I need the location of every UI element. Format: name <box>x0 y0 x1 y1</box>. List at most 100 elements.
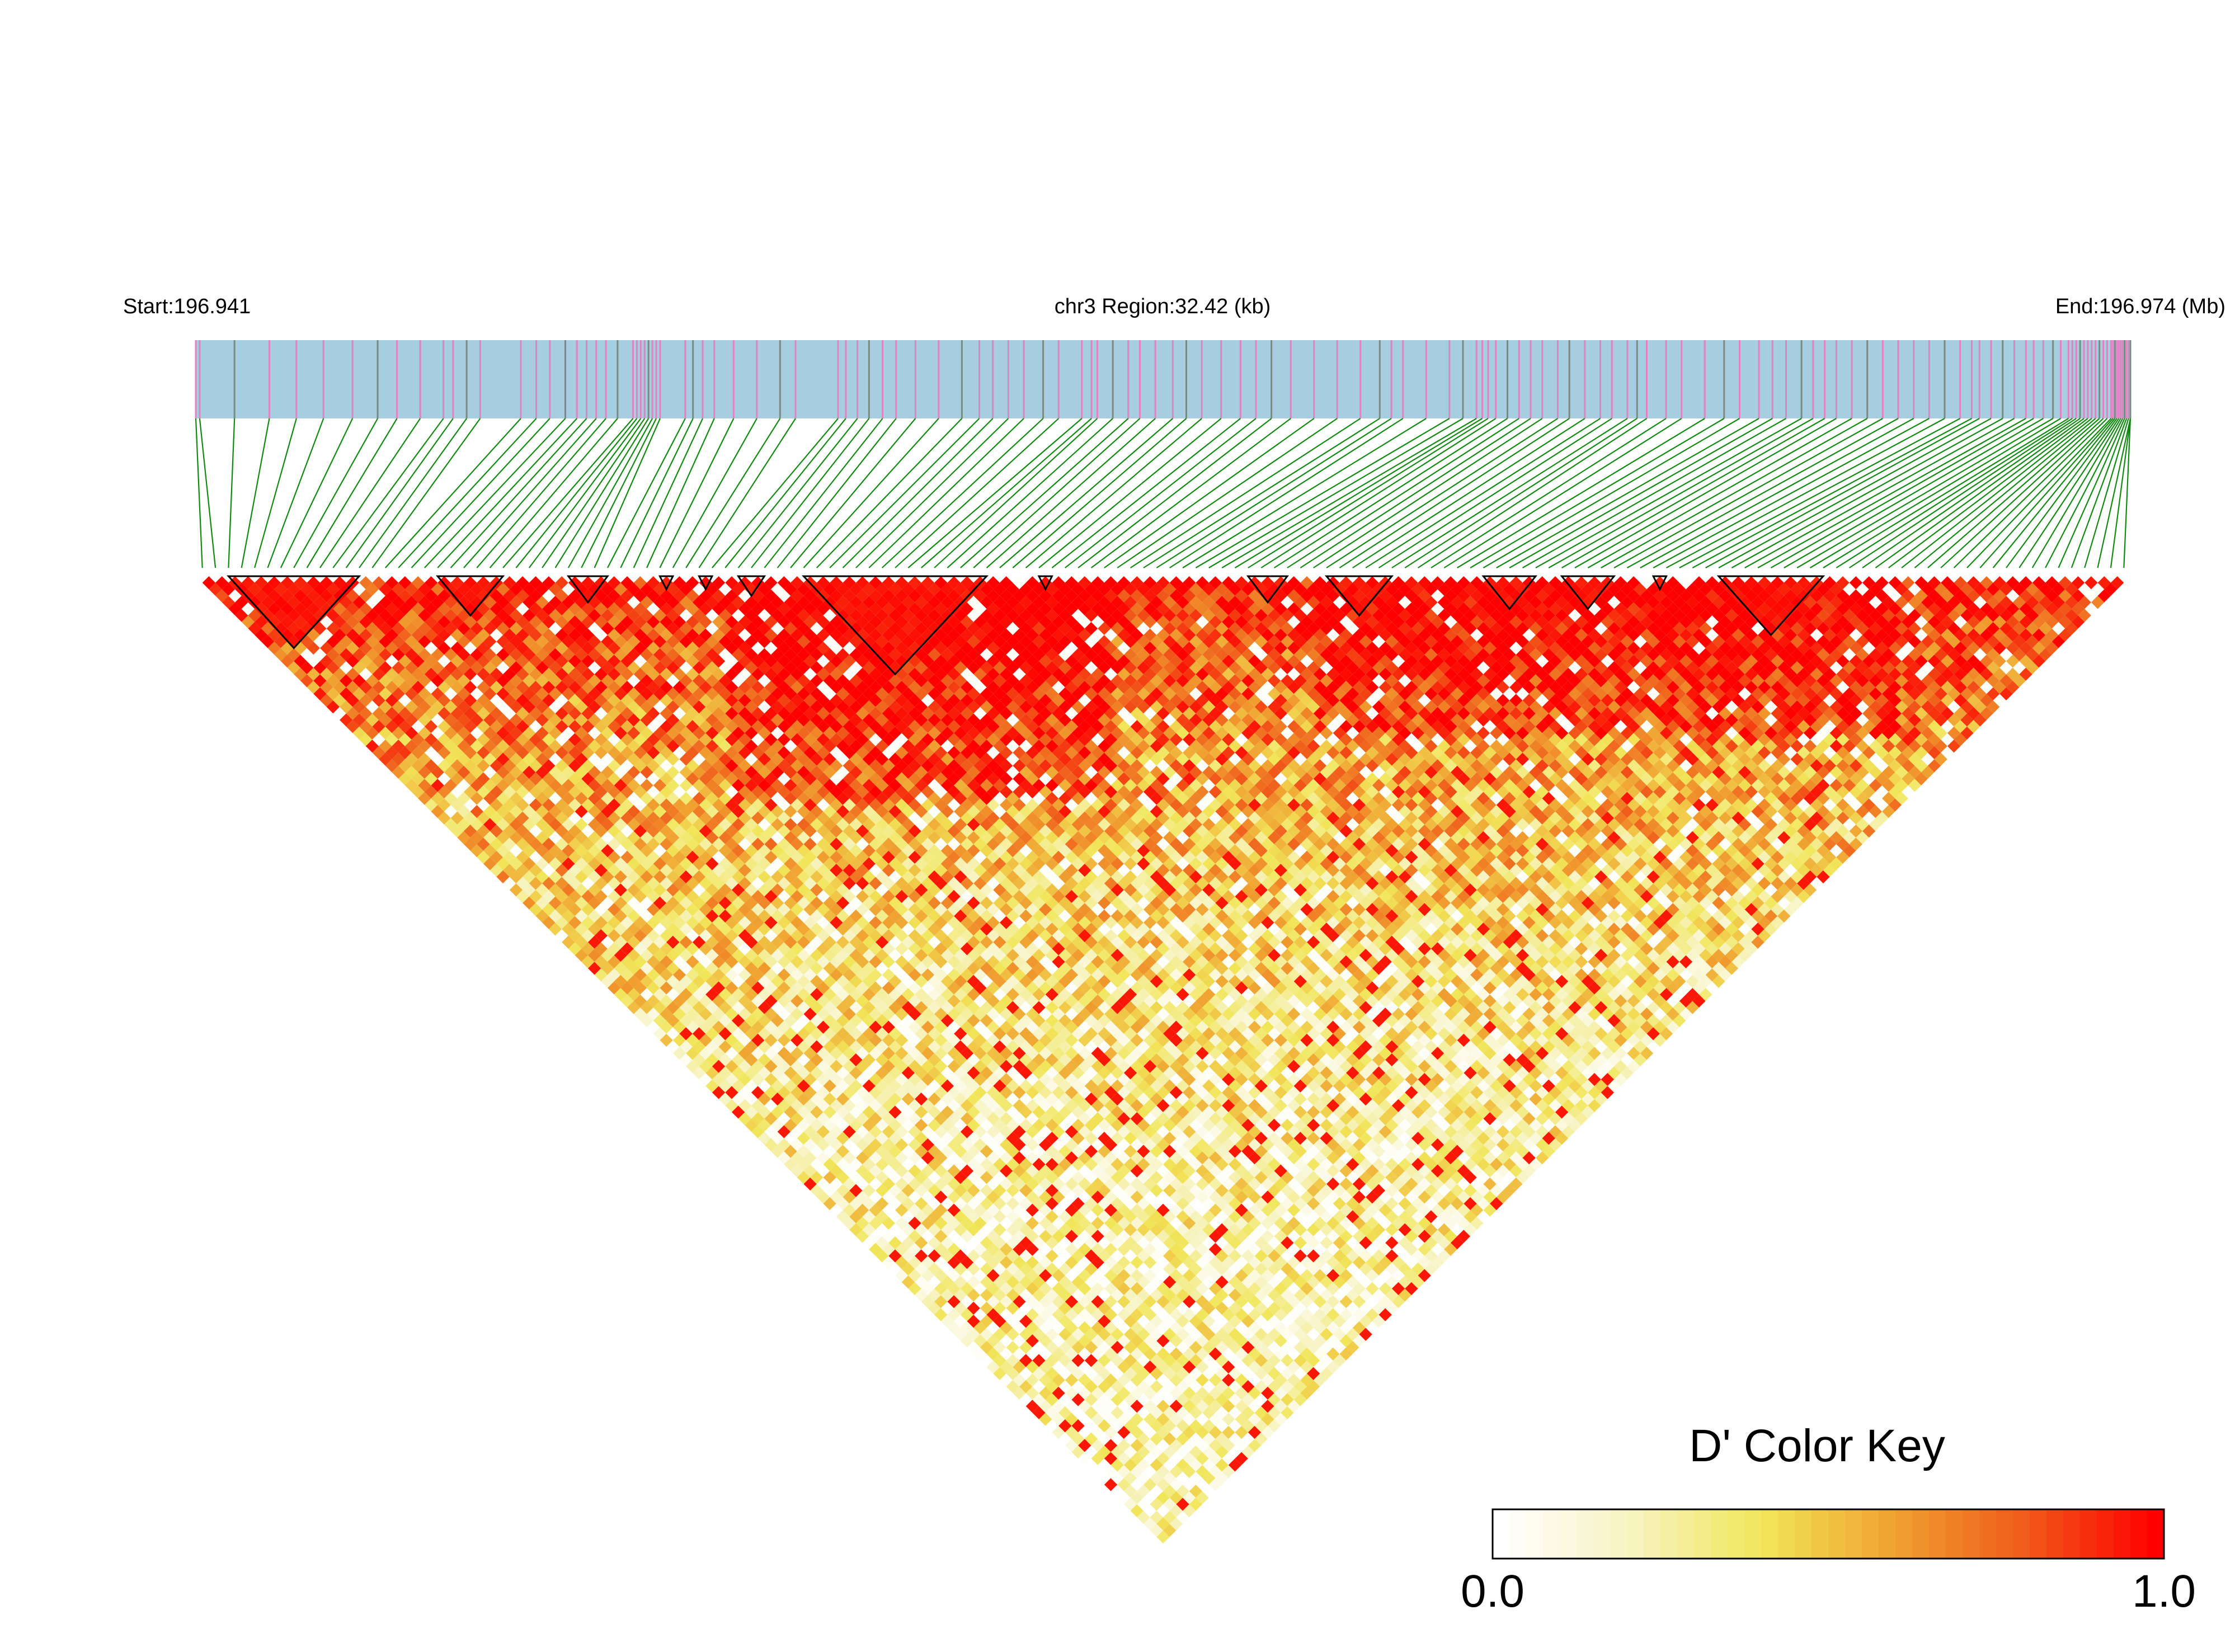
ld-cell <box>921 1282 935 1296</box>
ld-cell <box>444 713 458 727</box>
ld-cell <box>398 628 412 642</box>
ld-cell <box>385 628 399 642</box>
ld-cell <box>960 1269 974 1282</box>
ld-cell <box>1117 1491 1131 1504</box>
ld-cell <box>692 896 706 910</box>
snp-connector <box>1443 418 1682 568</box>
ld-cell <box>1039 1269 1052 1282</box>
ld-cell <box>431 804 444 818</box>
ld-cell <box>523 883 536 897</box>
ld-cell <box>555 903 568 916</box>
ld-cell <box>274 648 288 661</box>
ld-cell <box>1065 1360 1079 1374</box>
ld-cell <box>1013 1308 1026 1321</box>
snp-connector <box>1051 418 1241 568</box>
ld-cell <box>745 1105 758 1119</box>
ld-cell <box>607 889 621 903</box>
ld-cell <box>986 1255 1000 1269</box>
ld-cell <box>346 680 360 694</box>
ld-cell <box>967 1262 980 1276</box>
ld-cell <box>679 1040 693 1053</box>
ld-cell <box>1104 1334 1118 1348</box>
ld-cell <box>1006 1380 1019 1394</box>
ld-cell <box>463 707 477 721</box>
ld-cell <box>731 1014 745 1028</box>
ld-cell <box>463 746 477 760</box>
ld-cell <box>1045 1262 1059 1276</box>
ld-cell <box>457 713 470 727</box>
ld-cell <box>568 837 582 851</box>
ld-cell <box>523 818 536 831</box>
ld-cell <box>1025 1242 1039 1256</box>
snp-connector <box>411 418 550 568</box>
ld-cell <box>771 1053 784 1067</box>
ld-cell <box>1098 1328 1111 1341</box>
ld-cell <box>921 1269 935 1282</box>
ld-cell <box>731 975 745 988</box>
ld-cell <box>326 582 340 596</box>
ld-cell <box>568 942 582 956</box>
ld-cell <box>1065 1347 1079 1361</box>
ld-cell <box>431 752 444 766</box>
snp-connector <box>973 418 1141 568</box>
ld-cell <box>633 994 647 1008</box>
ld-cell <box>1091 1386 1104 1400</box>
ld-cell <box>718 1079 732 1093</box>
ld-cell <box>411 641 425 655</box>
snp-connector <box>554 418 650 568</box>
ld-cell <box>901 1262 915 1276</box>
ld-cell <box>594 850 608 864</box>
ld-cell <box>496 831 510 844</box>
ld-cell <box>411 615 425 629</box>
snp-connector <box>1692 418 1972 568</box>
ld-cell <box>379 687 392 700</box>
ld-cell <box>855 1164 869 1178</box>
ld-cell <box>836 1145 850 1158</box>
ld-cell <box>529 785 543 799</box>
snp-connector <box>1784 418 2044 568</box>
ld-cell <box>908 1190 921 1204</box>
ld-cell <box>1130 1439 1144 1452</box>
ld-cell <box>1123 1354 1137 1367</box>
ld-cell <box>869 1216 882 1230</box>
snp-connector <box>790 418 916 568</box>
ld-heatmap <box>202 576 2124 1543</box>
ld-cell <box>921 1190 935 1204</box>
ld-cell <box>967 1210 980 1223</box>
ld-cell <box>633 903 647 916</box>
ld-cell <box>490 785 504 799</box>
ld-cell <box>340 648 353 661</box>
ld-cell <box>555 824 568 838</box>
snp-connector <box>737 418 858 568</box>
snp-connector <box>1744 418 2015 568</box>
ld-cell <box>1032 1236 1046 1250</box>
ld-cell <box>280 615 294 629</box>
ld-cell <box>875 1197 889 1211</box>
ld-cell <box>1025 1230 1039 1243</box>
ld-cell <box>1130 1504 1144 1518</box>
ld-cell <box>1150 1445 1163 1459</box>
snp-connector <box>1104 418 1315 568</box>
ld-cell <box>1071 1406 1085 1420</box>
ld-cell <box>908 1216 921 1230</box>
ld-cell <box>490 837 504 851</box>
ld-cell <box>1176 1498 1189 1511</box>
ld-cell <box>437 772 451 785</box>
ld-cell <box>862 1171 876 1184</box>
ld-cell <box>1025 1269 1039 1282</box>
ld-cell <box>365 713 379 727</box>
ld-cell <box>960 1177 974 1191</box>
ld-cell <box>1013 1269 1026 1282</box>
ld-cell <box>771 975 784 988</box>
ld-cell <box>529 811 543 825</box>
ld-cell <box>523 844 536 858</box>
ld-cell <box>718 1027 732 1041</box>
ld-cell <box>849 1197 863 1211</box>
ld-cell <box>731 987 745 1001</box>
ld-cell <box>1091 1413 1104 1426</box>
ld-cell <box>555 798 568 812</box>
ld-cell <box>1123 1458 1137 1472</box>
ld-cell <box>607 850 621 864</box>
ld-cell <box>333 667 346 681</box>
ld-cell <box>836 1197 850 1211</box>
